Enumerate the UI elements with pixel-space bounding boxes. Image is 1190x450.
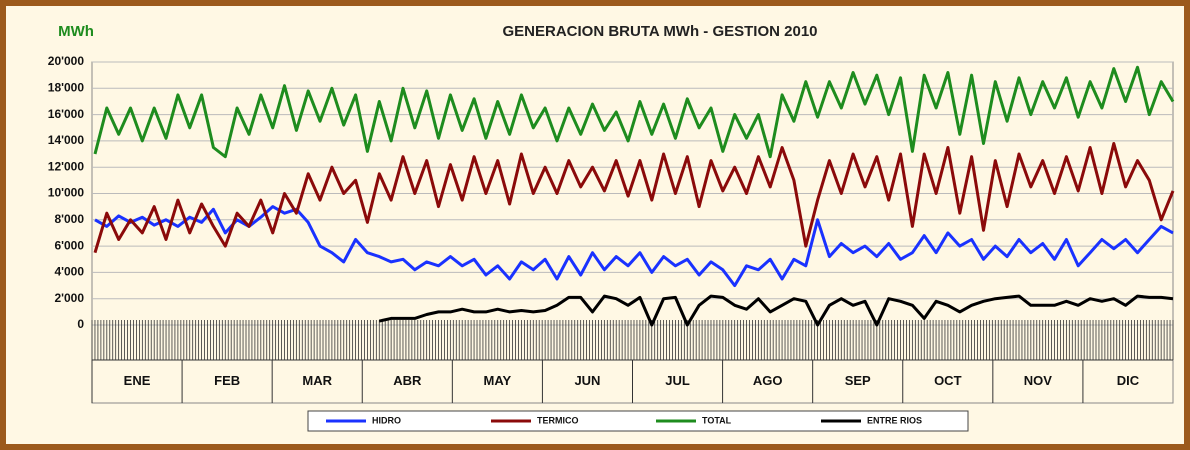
series-line: [93, 65, 1175, 159]
chart-title: GENERACION BRUTA MWh - GESTION 2010: [502, 23, 817, 40]
x-tick-label: JUL: [665, 373, 690, 388]
legend-label: HIDRO: [372, 415, 401, 425]
series-line: [378, 294, 1174, 327]
legend-label: TOTAL: [702, 415, 732, 425]
x-tick-label: JUN: [574, 373, 600, 388]
y-tick-label: 4'000: [54, 265, 84, 279]
x-tick-label: OCT: [934, 373, 962, 388]
x-tick-label: SEP: [845, 373, 871, 388]
y-tick-label: 20'000: [48, 54, 85, 68]
legend-label: TERMICO: [537, 415, 579, 425]
y-tick-label: 16'000: [48, 107, 85, 121]
legend-label: ENTRE RIOS: [867, 415, 922, 425]
x-tick-label: FEB: [214, 373, 240, 388]
x-tick-label: NOV: [1024, 373, 1053, 388]
y-tick-label: 12'000: [48, 159, 85, 173]
x-tick-label: ABR: [393, 373, 422, 388]
x-tick-label: DIC: [1117, 373, 1140, 388]
y-tick-label: 6'000: [54, 238, 84, 252]
y-tick-label: 2'000: [54, 291, 84, 305]
y-tick-label: 14'000: [48, 133, 85, 147]
y-tick-label: 10'000: [48, 186, 85, 200]
series-line: [94, 205, 1174, 288]
x-tick-label: ENE: [124, 373, 151, 388]
x-tick-label: AGO: [753, 373, 783, 388]
y-tick-label: 8'000: [54, 212, 84, 226]
y-tick-label: 18'000: [48, 80, 85, 94]
x-tick-label: MAY: [484, 373, 512, 388]
series-line: [93, 142, 1175, 254]
y-axis-label: MWh: [58, 23, 94, 40]
legend: [307, 410, 969, 432]
x-tick-label: MAR: [302, 373, 332, 388]
y-tick-label: 0: [77, 317, 84, 331]
